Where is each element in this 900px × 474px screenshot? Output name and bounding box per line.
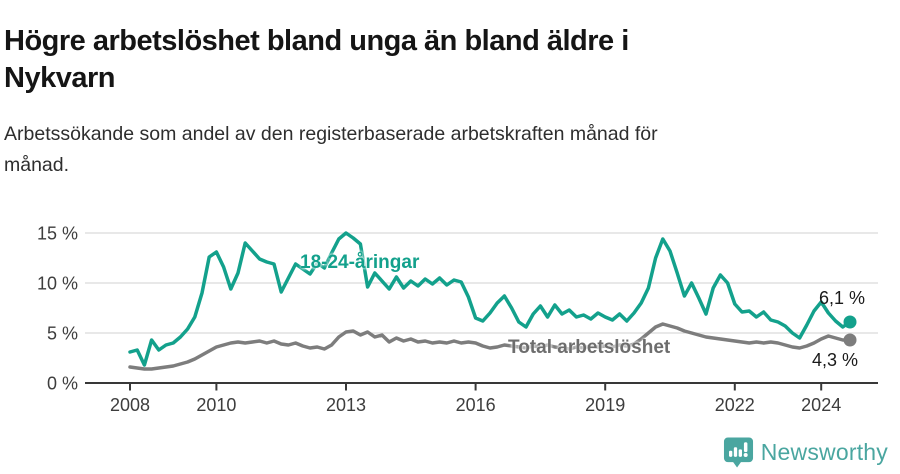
series-end-dot	[843, 315, 857, 329]
unemployment-line-chart: 0 % 5 % 10 % 15 % 2008 2010 2013 2016 2019 2022 20…	[37, 224, 878, 415]
y-axis-tick-label: 10 %	[37, 274, 78, 294]
y-axis-tick-label: 15 %	[37, 224, 78, 244]
page-title-line2: Nykvarn	[4, 62, 115, 95]
newsworthy-logo: Newsworthy	[723, 436, 888, 468]
x-axis-tick-label: 2019	[585, 395, 625, 415]
series-end-dot	[843, 333, 857, 347]
newsworthy-brand-text: Newsworthy	[760, 438, 888, 465]
page-title: Högre arbetslöshet bland unga än bland ä…	[4, 23, 864, 97]
x-axis-tick-label: 2024	[801, 395, 841, 415]
y-axis-tick-label: 5 %	[47, 324, 78, 344]
series-label-total: Total arbetslöshet	[508, 337, 671, 358]
chart-subtitle-line2: månad.	[4, 154, 70, 176]
line-total	[128, 322, 852, 371]
x-axis-tick-label: 2008	[110, 395, 150, 415]
page-title-line1: Högre arbetslöshet bland unga än bland ä…	[4, 25, 629, 58]
x-axis-tick-label: 2013	[326, 395, 366, 415]
y-axis-tick-label: 0 %	[47, 374, 78, 394]
series-label-young: 18-24-åringar	[300, 252, 420, 273]
bar-chart-speech-bubble-icon	[723, 437, 753, 468]
end-value-young: 6,1 %	[819, 288, 866, 308]
chart-subtitle-line1: Arbetssökande som andel av den registerb…	[4, 123, 658, 145]
line-young	[128, 231, 852, 367]
x-axis-tick-label: 2022	[715, 395, 755, 415]
end-value-total: 4,3 %	[812, 350, 859, 370]
chart-subtitle: Arbetssökande som andel av den registerb…	[4, 119, 854, 181]
x-axis-tick-label: 2010	[196, 395, 236, 415]
x-axis-tick-label: 2016	[456, 395, 496, 415]
